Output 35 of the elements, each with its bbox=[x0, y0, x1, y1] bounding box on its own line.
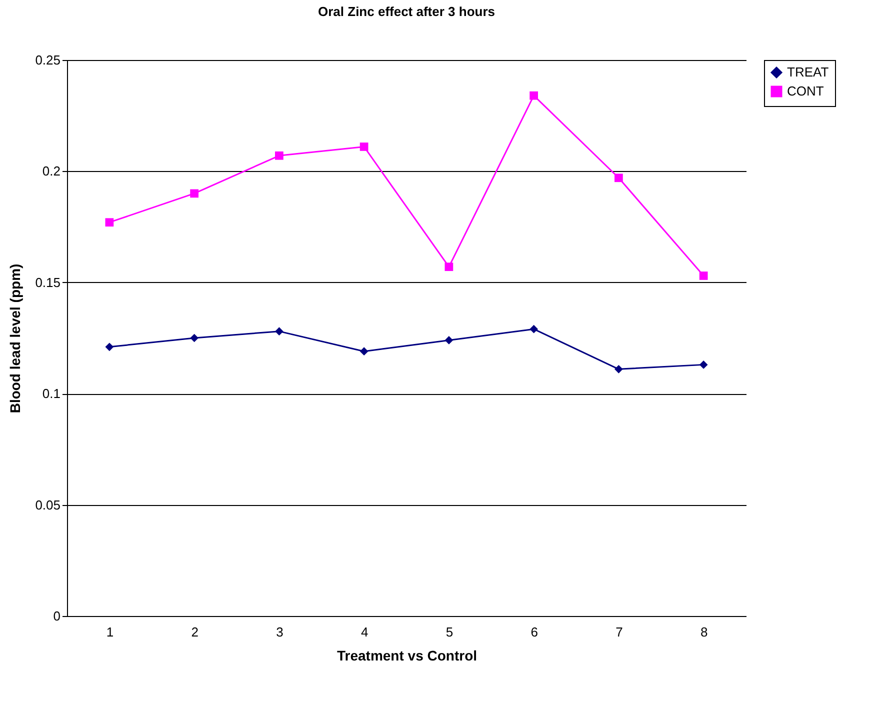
x-axis-title: Treatment vs Control bbox=[336, 648, 478, 664]
y-tick-label: 0.15 bbox=[35, 274, 60, 290]
point bbox=[614, 364, 623, 374]
point bbox=[614, 174, 623, 182]
x-tick-label: 8 bbox=[700, 624, 708, 640]
y-tick-label: 0 bbox=[53, 608, 60, 624]
point bbox=[190, 189, 198, 198]
x-tick-label: 2 bbox=[191, 624, 198, 640]
y-tick-label: 0.1 bbox=[42, 386, 60, 402]
y-tick-label: 0.05 bbox=[35, 497, 60, 512]
x-tick-label: 5 bbox=[446, 624, 454, 640]
point bbox=[190, 334, 198, 342]
point bbox=[444, 262, 454, 272]
point bbox=[360, 142, 368, 151]
point bbox=[530, 91, 538, 100]
y-axis-title: Blood lead level (ppm) bbox=[7, 264, 24, 414]
point bbox=[444, 336, 454, 344]
x-tick-label: 6 bbox=[530, 624, 538, 640]
x-tick-label: 3 bbox=[276, 624, 284, 640]
y-tick-label: 0.2 bbox=[42, 164, 60, 179]
point bbox=[105, 342, 114, 352]
point bbox=[275, 151, 284, 160]
x-tick-label: 7 bbox=[616, 624, 623, 640]
point bbox=[699, 360, 708, 369]
point bbox=[105, 218, 114, 227]
chart-title: Oral Zinc effect after 3 hours bbox=[318, 4, 495, 19]
legend-label: TREAT bbox=[787, 64, 829, 80]
y-tick-label: 0.25 bbox=[35, 52, 60, 68]
point bbox=[360, 347, 368, 356]
point bbox=[699, 272, 708, 280]
x-tick-label: 4 bbox=[360, 624, 368, 640]
x-tick-label: 1 bbox=[106, 624, 114, 640]
point bbox=[275, 327, 284, 336]
legend-label: CONT bbox=[787, 84, 824, 98]
point bbox=[530, 324, 538, 334]
